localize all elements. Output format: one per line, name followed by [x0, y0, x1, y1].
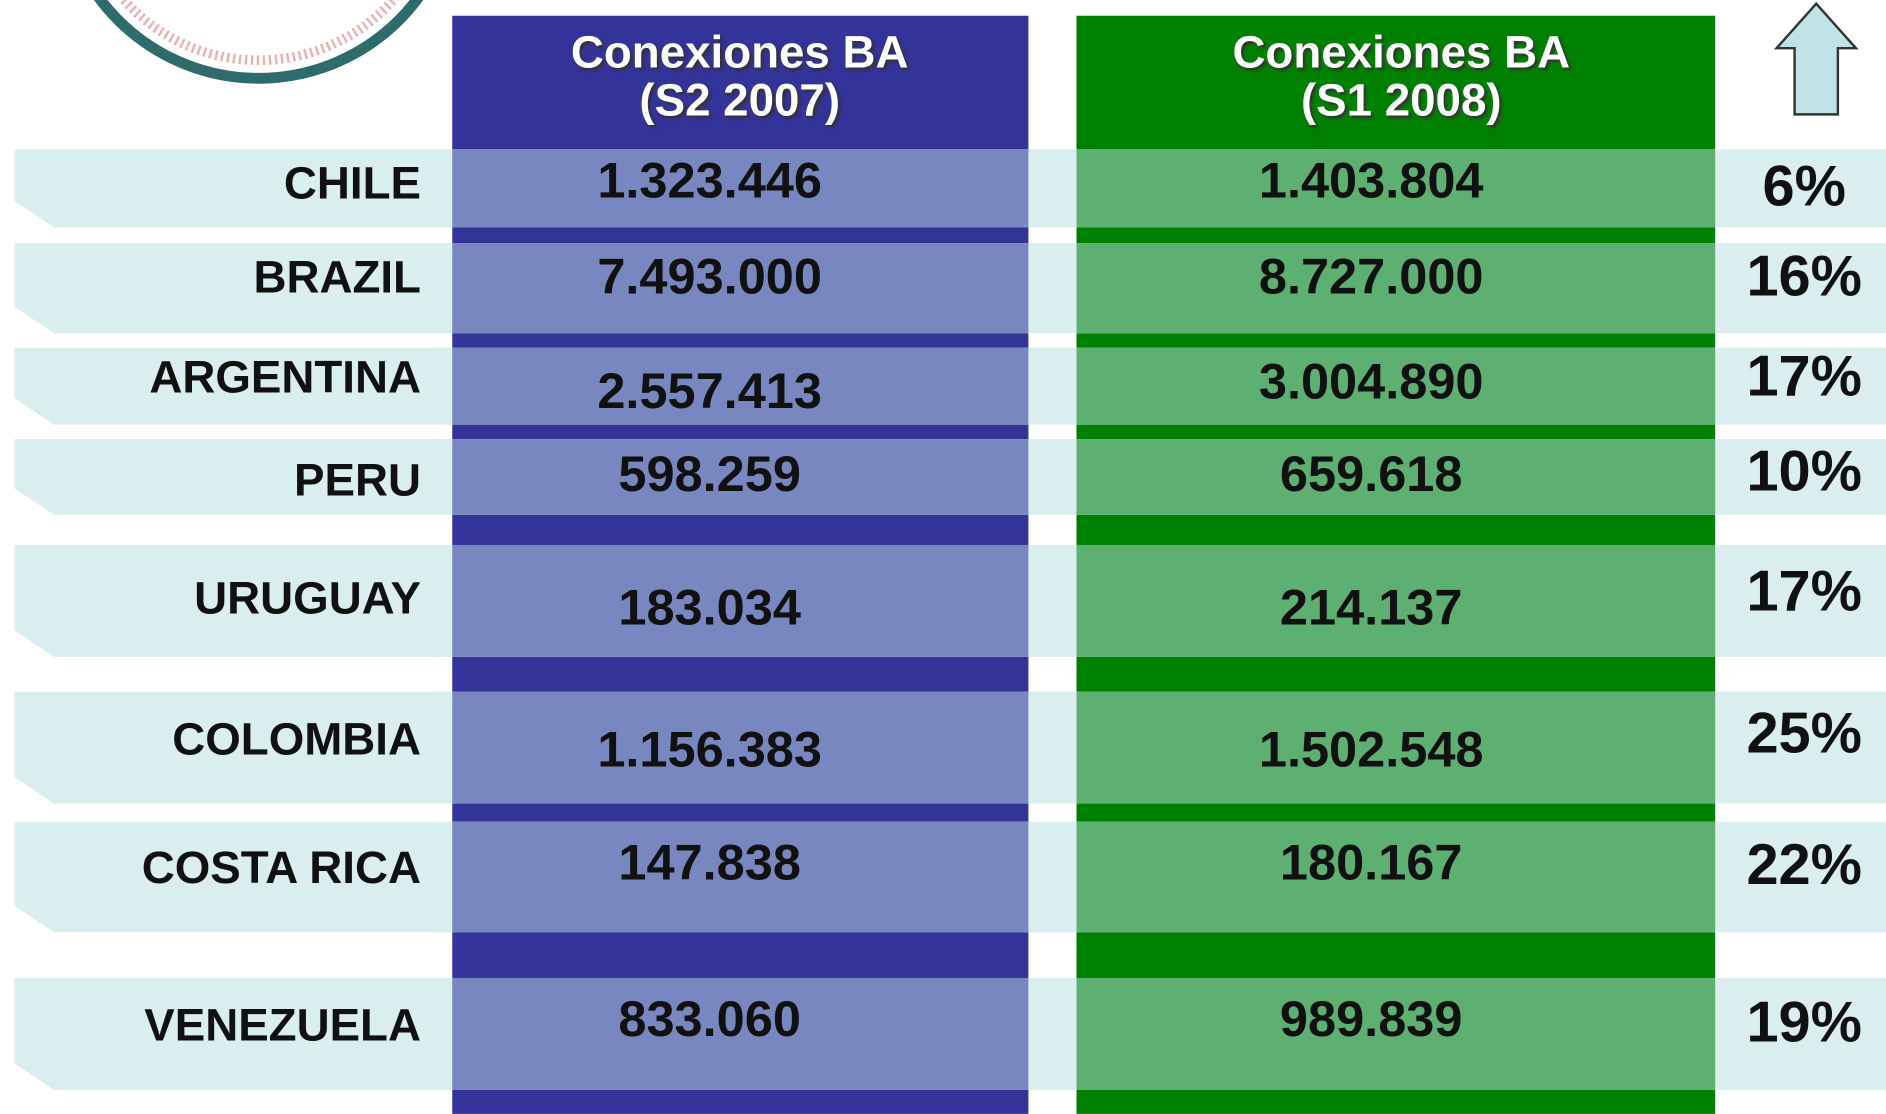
country-label: BRAZIL — [253, 251, 421, 302]
change-pct: 10% — [1746, 439, 1862, 503]
up-arrow — [1777, 4, 1856, 115]
country-label: URUGUAY — [194, 573, 421, 624]
value-2008: 8.727.000 — [1259, 248, 1484, 305]
page: CHILE 1.323.446 1.403.804 6% BRAZIL 7.493.000… — [0, 0, 1886, 1114]
change-pct: 17% — [1746, 344, 1862, 408]
change-pct: 19% — [1746, 990, 1862, 1054]
country-label: CHILE — [284, 158, 421, 209]
change-pct: 16% — [1746, 245, 1862, 309]
change-pct: 22% — [1746, 833, 1862, 897]
header-text: Conexiones BA — [571, 27, 909, 78]
header-text: Conexiones BA — [1232, 27, 1570, 78]
change-pct: 25% — [1746, 702, 1862, 766]
header-text: (S2 2007) — [639, 75, 840, 126]
value-2008: 659.618 — [1280, 445, 1463, 502]
value-2007: 833.060 — [618, 990, 801, 1047]
value-2007: 1.156.383 — [597, 720, 822, 777]
value-2008: 1.502.548 — [1259, 720, 1484, 777]
value-2007: 147.838 — [618, 833, 801, 890]
headers: Conexiones BA(S2 2007)Conexiones BA(S1 2… — [571, 27, 1570, 126]
value-2008: 3.004.890 — [1259, 352, 1484, 409]
value-2007: 598.259 — [618, 445, 801, 502]
country-label: PERU — [294, 455, 421, 506]
country-label: COLOMBIA — [172, 713, 421, 764]
header-text: (S1 2008) — [1301, 75, 1502, 126]
slide: CHILE 1.323.446 1.403.804 6% BRAZIL 7.493.000… — [0, 0, 1886, 1114]
value-2008: 214.137 — [1280, 578, 1463, 635]
country-label: VENEZUELA — [144, 1000, 421, 1051]
clock-icon — [60, 0, 457, 78]
change-pct: 6% — [1762, 154, 1845, 218]
value-2007: 2.557.413 — [597, 362, 822, 419]
value-2008: 180.167 — [1280, 833, 1463, 890]
value-2007: 1.323.446 — [597, 151, 822, 208]
value-2008: 989.839 — [1280, 990, 1463, 1047]
change-pct: 17% — [1746, 560, 1862, 624]
country-label: COSTA RICA — [142, 842, 421, 893]
value-2007: 183.034 — [618, 578, 801, 635]
value-2007: 7.493.000 — [597, 248, 822, 305]
value-2008: 1.403.804 — [1259, 151, 1484, 208]
country-label: ARGENTINA — [149, 351, 421, 402]
